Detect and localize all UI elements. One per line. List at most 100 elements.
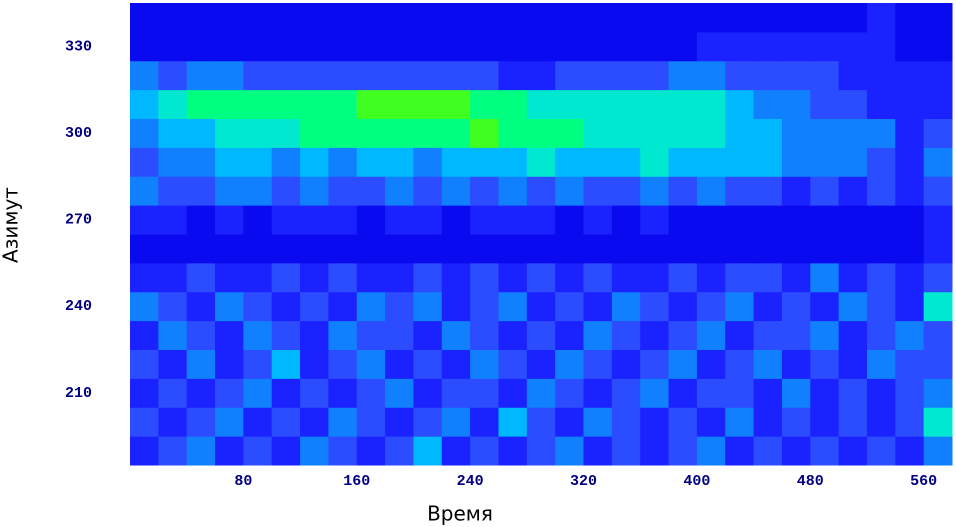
heat-cell [441,118,471,148]
heat-cell [526,118,556,148]
heat-cell [215,436,244,466]
heat-cell [866,89,896,119]
heat-cell [186,349,216,379]
heat-cell [696,291,726,322]
heat-cell [186,234,216,264]
heat-cell [243,262,273,293]
heat-cell [611,320,641,350]
heat-cell [923,291,953,322]
heat-cell [696,407,726,437]
heat-cell [215,176,244,206]
heat-cell [356,89,386,119]
heat-cell [300,60,329,91]
heat-cell [696,147,726,177]
heat-cell [668,3,698,33]
heat-cell [555,320,585,350]
heat-cell [753,378,783,408]
y-axis-label: Азимут [0,187,23,263]
heat-cell [328,89,358,119]
heat-cell [753,234,783,264]
heat-cell [441,3,471,33]
heat-cell [215,118,244,148]
heat-cell [130,60,159,91]
heat-cell [271,291,301,322]
y-tick-label: 330 [65,38,92,55]
heat-cell [583,407,613,437]
heat-cell [810,320,840,350]
heat-cell [243,407,273,437]
heat-cell [895,234,925,264]
heat-cell [866,349,896,379]
heat-cell [385,31,414,62]
heat-cell [356,349,386,379]
heat-cell [866,291,896,322]
heat-cell [696,176,726,206]
heat-cell [356,31,386,62]
heat-cell [385,3,414,33]
heat-cell [640,31,670,62]
heat-cell [696,234,726,264]
heat-cell [583,291,613,322]
heat-cell [271,3,301,33]
heat-cell [866,378,896,408]
heat-cell [470,147,499,177]
heat-cell [640,349,670,379]
y-tick-label: 240 [65,298,92,315]
heat-cell [526,205,556,235]
heat-cell [186,176,216,206]
heat-cell [781,262,811,293]
heat-cell [328,436,358,466]
heat-cell [271,118,301,148]
heat-cell [158,291,188,322]
heat-cell [215,291,244,322]
heat-cell [640,118,670,148]
heat-cell [611,205,641,235]
heat-cell [328,291,358,322]
heat-cell [356,407,386,437]
heat-cell [725,234,755,264]
heat-cell [441,320,471,350]
heat-cell [498,176,528,206]
heat-cell [753,176,783,206]
heat-cell [866,262,896,293]
heat-cell [413,407,443,437]
heat-cell [441,378,471,408]
heat-cell [611,147,641,177]
heat-cell [725,320,755,350]
heat-cell [838,89,868,119]
heat-cell [866,205,896,235]
heat-cell [130,407,159,437]
heat-cell [356,262,386,293]
heat-cell [526,436,556,466]
heat-cell [470,3,499,33]
heat-cell [923,234,953,264]
heat-cell [130,262,159,293]
heat-cell [328,176,358,206]
heat-cell [640,60,670,91]
heat-cell [158,436,188,466]
x-tick-label: 320 [570,473,597,490]
heat-cell [328,378,358,408]
heat-cell [130,378,159,408]
heat-cell [130,320,159,350]
heat-cell [725,349,755,379]
heat-cell [328,320,358,350]
heat-cell [130,349,159,379]
heat-cell [271,378,301,408]
heat-cell [781,176,811,206]
heat-cell [810,176,840,206]
heat-cell [583,89,613,119]
heat-cell [781,436,811,466]
heat-cell [781,291,811,322]
heat-cell [215,378,244,408]
heat-cell [243,3,273,33]
heat-cell [413,147,443,177]
heat-cell [186,60,216,91]
heat-cell [555,262,585,293]
heat-cell [158,3,188,33]
heat-cell [186,436,216,466]
heat-cell [866,147,896,177]
heat-cell [158,89,188,119]
heat-cell [385,378,414,408]
heat-cell [923,60,953,91]
